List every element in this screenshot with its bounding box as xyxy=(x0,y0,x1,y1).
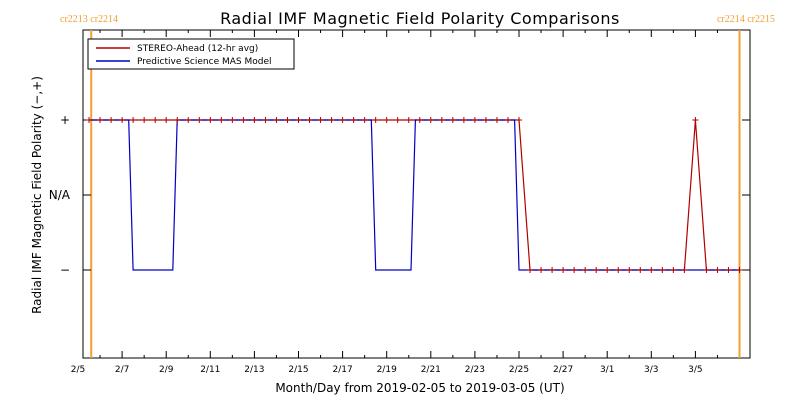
plus-marker xyxy=(438,117,445,123)
plus-marker xyxy=(504,117,511,123)
plus-marker xyxy=(361,117,368,123)
plus-marker xyxy=(593,267,600,273)
plus-marker xyxy=(207,117,214,123)
plus-marker xyxy=(86,117,93,123)
y-tick-label: N/A xyxy=(49,188,71,202)
legend-box xyxy=(87,38,295,70)
x-ticks: 2/5 2/7 2/9 2/11 2/13 2/15 2/17 2/19 2/21 2/23 2/2… xyxy=(71,30,718,375)
carrington-label: cr2214 cr2215 xyxy=(717,14,775,25)
plus-marker xyxy=(394,117,401,123)
x-tick-label: 2/11 xyxy=(200,365,220,375)
plus-marker xyxy=(560,267,567,273)
plus-marker xyxy=(714,267,721,273)
series-lines xyxy=(89,119,740,271)
plus-marker xyxy=(692,117,699,123)
carrington-markers: cr2213 cr2214 cr2214 cr2215 xyxy=(60,14,775,358)
plus-marker xyxy=(262,117,269,123)
plus-marker xyxy=(240,117,247,123)
plus-marker xyxy=(549,267,556,273)
plus-marker xyxy=(604,267,611,273)
x-tick-label: 2/25 xyxy=(509,365,529,375)
y-tick-label: + xyxy=(60,113,70,127)
x-tick-label: 2/9 xyxy=(159,365,174,375)
chart-title: Radial IMF Magnetic Field Polarity Compa… xyxy=(220,9,620,28)
x-tick-label: 2/7 xyxy=(115,365,129,375)
plus-marker xyxy=(659,267,666,273)
x-tick-label: 2/15 xyxy=(288,365,308,375)
x-tick-label: 3/1 xyxy=(600,365,614,375)
plus-marker xyxy=(317,117,324,123)
x-axis-label: Month/Day from 2019-02-05 to 2019-03-05 … xyxy=(275,381,564,395)
plus-marker xyxy=(196,117,203,123)
plus-marker xyxy=(295,117,302,123)
x-tick-label: 2/19 xyxy=(377,365,397,375)
series-markers xyxy=(86,117,743,273)
plus-marker xyxy=(328,117,335,123)
plus-marker xyxy=(152,117,159,123)
plus-marker xyxy=(471,117,478,123)
legend-label-mas: Predictive Science MAS Model xyxy=(137,57,272,67)
x-tick-label: 3/5 xyxy=(688,365,702,375)
carrington-label: cr2213 cr2214 xyxy=(60,14,118,25)
plus-marker xyxy=(350,117,357,123)
plus-marker xyxy=(130,117,137,123)
x-tick-label: 2/21 xyxy=(421,365,441,375)
plus-marker xyxy=(284,117,291,123)
plus-marker xyxy=(736,267,743,273)
plus-marker xyxy=(527,267,534,273)
plus-marker xyxy=(174,117,181,123)
plus-marker xyxy=(383,117,390,123)
plus-marker xyxy=(97,117,104,123)
plus-marker xyxy=(273,117,280,123)
plus-marker xyxy=(229,117,236,123)
series-line-mas xyxy=(89,119,740,271)
x-tick-label: 2/23 xyxy=(465,365,485,375)
y-tick-label: − xyxy=(60,263,70,277)
y-ticks: + N/A − xyxy=(49,113,750,277)
x-tick-label: 2/27 xyxy=(553,365,573,375)
x-tick-label: 2/13 xyxy=(244,365,264,375)
plus-marker xyxy=(538,267,545,273)
plus-marker xyxy=(119,117,126,123)
plus-marker xyxy=(725,267,732,273)
plus-marker xyxy=(482,117,489,123)
plus-marker xyxy=(218,117,225,123)
plus-marker xyxy=(626,267,633,273)
plus-marker xyxy=(108,117,115,123)
plus-marker xyxy=(339,117,346,123)
plus-marker xyxy=(372,117,379,123)
plus-marker xyxy=(571,267,578,273)
plus-marker xyxy=(306,117,313,123)
plus-marker xyxy=(427,117,434,123)
plus-marker xyxy=(416,117,423,123)
y-axis-label: Radial IMF Magnetic Field Polarity (−,+) xyxy=(30,76,44,314)
plus-marker xyxy=(185,117,192,123)
plus-marker xyxy=(449,117,456,123)
x-tick-label: 2/5 xyxy=(71,365,85,375)
plus-marker xyxy=(670,267,677,273)
plus-marker xyxy=(582,267,589,273)
plus-marker xyxy=(405,117,412,123)
legend: STEREO-Ahead (12-hr avg) Predictive Scie… xyxy=(87,38,295,70)
plus-marker xyxy=(493,117,500,123)
plus-marker xyxy=(516,117,522,123)
plus-marker xyxy=(703,267,710,273)
legend-label-stereo: STEREO-Ahead (12-hr avg) xyxy=(137,44,258,54)
plus-marker xyxy=(163,117,170,123)
x-tick-label: 3/3 xyxy=(644,365,658,375)
plus-marker xyxy=(681,267,688,273)
plot-frame xyxy=(82,29,751,359)
plus-marker xyxy=(460,117,467,123)
plus-marker xyxy=(615,267,622,273)
plus-marker xyxy=(141,117,148,123)
plus-marker xyxy=(251,117,258,123)
plus-marker xyxy=(648,267,655,273)
plus-marker xyxy=(637,267,644,273)
x-tick-label: 2/17 xyxy=(332,365,352,375)
